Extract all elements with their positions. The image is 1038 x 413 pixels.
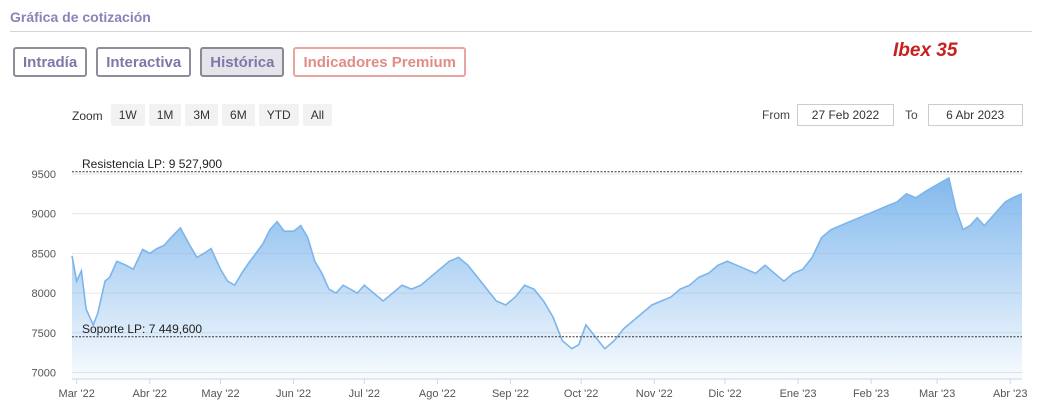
- zoom-button-1m[interactable]: 1M: [148, 104, 182, 126]
- zoom-button-6m[interactable]: 6M: [222, 104, 255, 126]
- y-tick-label: 8000: [32, 288, 56, 300]
- tab-indicadores-premium[interactable]: Indicadores Premium: [293, 47, 466, 77]
- index-name-badge: Ibex 35: [893, 40, 958, 61]
- x-tick-label: Abr '23: [993, 388, 1028, 400]
- y-tick-label: 7500: [32, 328, 56, 340]
- chart-tabs: Intradía Interactiva Histórica Indicador…: [13, 47, 466, 77]
- y-tick-label: 9500: [32, 169, 56, 181]
- section-title: Gráfica de cotización: [10, 9, 151, 25]
- x-tick-label: Ene '23: [780, 388, 817, 400]
- tab-intradia[interactable]: Intradía: [13, 47, 88, 77]
- date-range-to: To 6 Abr 2023: [905, 104, 1023, 126]
- reference-line-label: Soporte LP: 7 449,600: [82, 322, 202, 336]
- tab-historica[interactable]: Histórica: [200, 47, 285, 77]
- x-axis-labels: Mar '22 Abr '22 May '22 Jun '22 Jul '22 Ago '…: [59, 379, 1028, 400]
- date-range-from: From 27 Feb 2022: [762, 104, 894, 126]
- y-axis-labels: 7000 7500 8000 8500 9000 9500: [32, 169, 56, 380]
- x-tick-label: Ago '22: [419, 388, 456, 400]
- zoom-button-1w[interactable]: 1W: [110, 104, 145, 126]
- x-tick-label: Mar '22: [59, 388, 95, 400]
- from-date-input[interactable]: 27 Feb 2022: [797, 104, 894, 126]
- x-tick-label: Abr '22: [133, 388, 168, 400]
- reference-line-label: Resistencia LP: 9 527,900: [82, 157, 222, 171]
- x-tick-label: Sep '22: [492, 388, 529, 400]
- from-label: From: [762, 108, 790, 122]
- to-label: To: [905, 108, 918, 122]
- price-line: [71, 176, 1023, 350]
- tab-interactiva[interactable]: Interactiva: [96, 47, 192, 77]
- title-divider: [10, 31, 1032, 32]
- reference-lines: Resistencia LP: 9 527,900 Soporte LP: 7 4…: [72, 157, 1022, 338]
- zoom-bar: Zoom 1W 1M 3M 6M YTD All: [72, 104, 333, 126]
- price-area: [72, 178, 1022, 381]
- y-tick-label: 8500: [32, 248, 56, 260]
- to-date-input[interactable]: 6 Abr 2023: [927, 104, 1023, 126]
- x-tick-label: Jun '22: [276, 388, 311, 400]
- zoom-button-ytd[interactable]: YTD: [258, 104, 299, 126]
- zoom-label: Zoom: [72, 109, 103, 123]
- x-tick-label: Jul '22: [349, 388, 380, 400]
- x-tick-label: Dic '22: [708, 388, 741, 400]
- price-chart[interactable]: 7000 7500 8000 8500 9000 9500 Resistencia LP:…: [0, 150, 1038, 413]
- x-tick-label: Mar '23: [919, 388, 955, 400]
- y-tick-label: 9000: [32, 209, 56, 221]
- y-tick-label: 7000: [32, 368, 56, 380]
- x-tick-label: May '22: [201, 388, 239, 400]
- x-tick-label: Nov '22: [636, 388, 673, 400]
- x-tick-label: Oct '22: [564, 388, 599, 400]
- zoom-button-3m[interactable]: 3M: [185, 104, 219, 126]
- x-tick-label: Feb '23: [853, 388, 889, 400]
- zoom-button-all[interactable]: All: [302, 104, 333, 126]
